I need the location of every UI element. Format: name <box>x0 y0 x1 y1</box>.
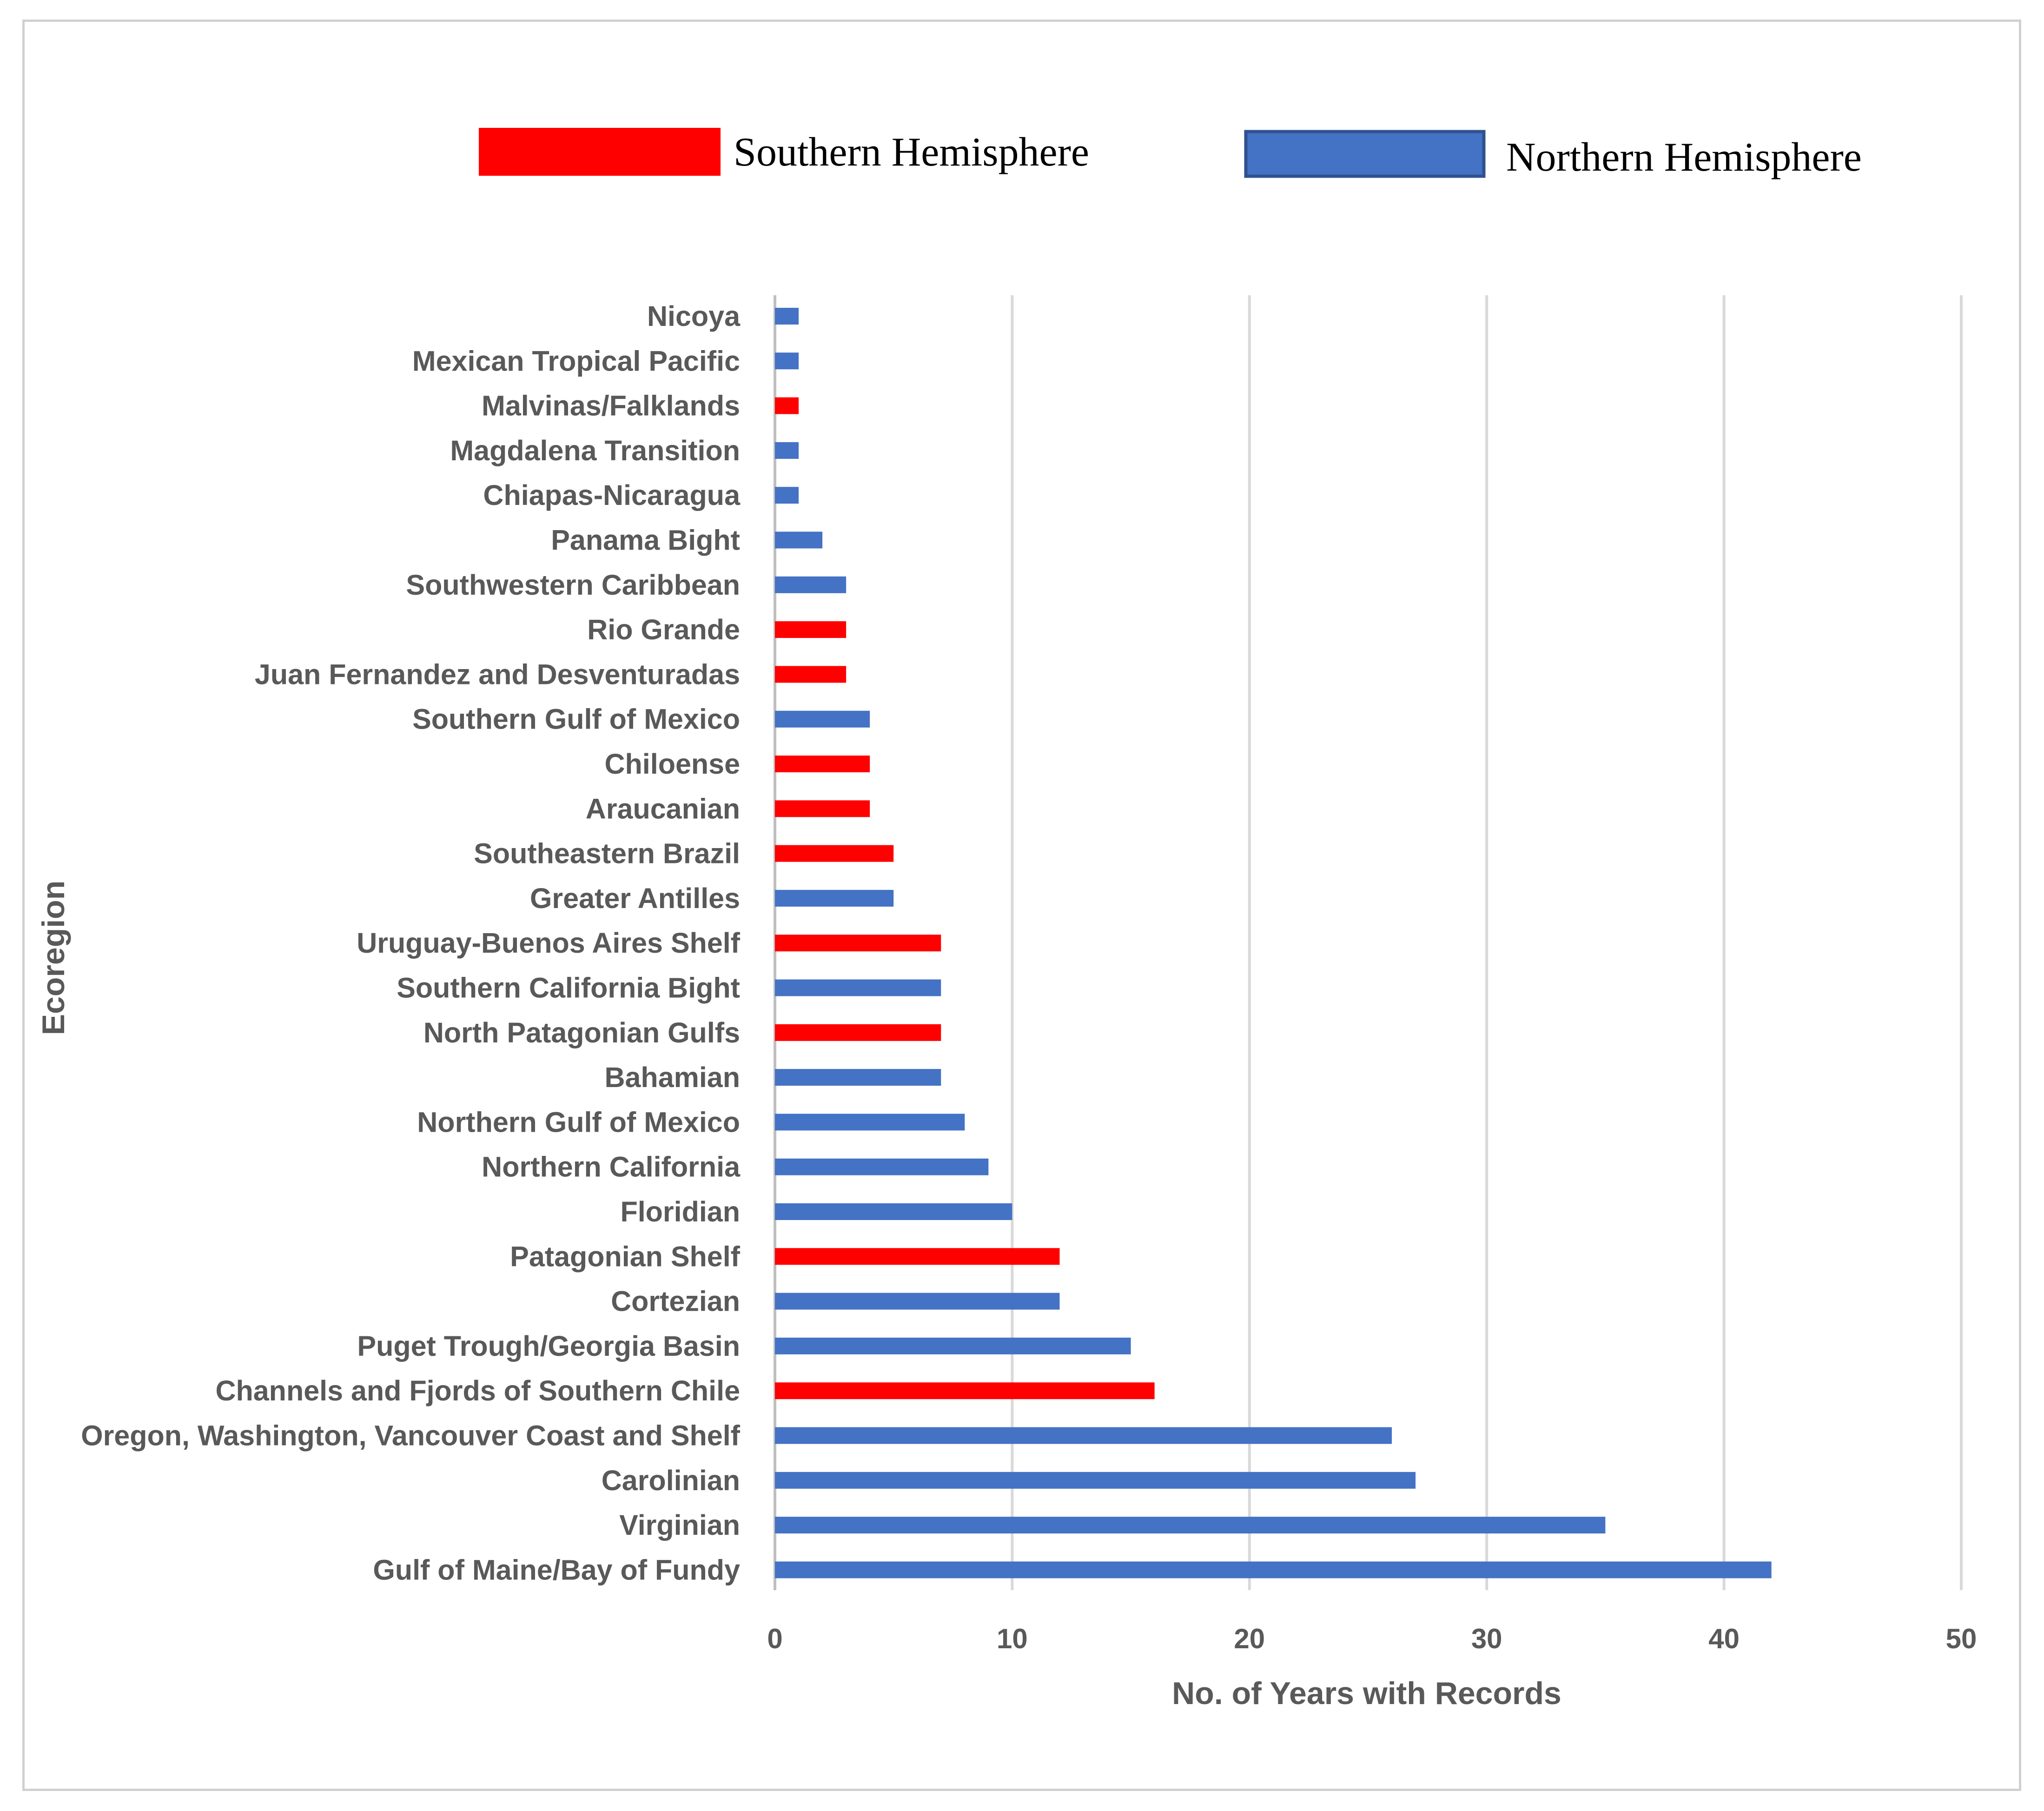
bar <box>775 800 870 817</box>
category-label: Gulf of Maine/Bay of Fundy <box>373 1554 740 1585</box>
category-label: Cortezian <box>611 1286 740 1317</box>
legend-label-northern: Northern Hemisphere <box>1506 135 1862 180</box>
bar <box>775 1203 1012 1220</box>
bar <box>775 487 799 504</box>
bar <box>775 1337 1131 1354</box>
category-label: Mexican Tropical Pacific <box>412 345 740 377</box>
bar <box>775 1069 941 1086</box>
x-tick-label: 50 <box>1946 1623 1977 1654</box>
category-label: Carolinian <box>602 1465 740 1496</box>
category-label: Rio Grande <box>587 614 740 645</box>
category-label: Oregon, Washington, Vancouver Coast and … <box>81 1420 741 1452</box>
bar <box>775 1382 1155 1400</box>
bar <box>775 756 870 772</box>
bar <box>775 352 799 370</box>
bar <box>775 1158 989 1175</box>
gridlines <box>774 295 1963 1590</box>
category-label: Juan Fernandez and Desventuradas <box>255 658 740 690</box>
category-label: Chiloense <box>604 748 740 780</box>
category-label: Channels and Fjords of Southern Chile <box>215 1375 740 1406</box>
category-label: Greater Antilles <box>530 882 740 914</box>
bar <box>775 397 799 414</box>
bar <box>775 1561 1772 1579</box>
category-label: Malvinas/Falklands <box>482 390 740 422</box>
bar <box>775 1024 941 1041</box>
bar <box>775 1517 1606 1534</box>
bar <box>775 1114 965 1131</box>
category-label: Uruguay-Buenos Aires Shelf <box>357 927 740 959</box>
category-label: Virginian <box>619 1509 740 1541</box>
bar <box>775 845 894 862</box>
category-label: Southwestern Caribbean <box>406 569 740 601</box>
bar <box>775 889 894 907</box>
category-label: Bahamian <box>604 1061 740 1093</box>
x-tick-label: 10 <box>997 1623 1028 1654</box>
category-label: Northern Gulf of Mexico <box>417 1106 740 1138</box>
category-label: Chiapas-Nicaragua <box>483 479 741 511</box>
category-label: Southeastern Brazil <box>474 838 740 869</box>
x-axis-title: No. of Years with Records <box>1172 1676 1561 1711</box>
x-tick-label: 40 <box>1708 1623 1740 1654</box>
bar <box>775 935 941 952</box>
bar <box>775 621 847 638</box>
legend-swatch-southern <box>479 128 721 176</box>
bar <box>775 979 941 996</box>
category-label: Floridian <box>620 1196 740 1227</box>
category-label: Northern California <box>482 1151 741 1183</box>
category-label: Panama Bight <box>551 524 740 556</box>
category-label: Nicoya <box>647 300 741 332</box>
bar <box>775 1293 1060 1310</box>
x-tick-label: 20 <box>1234 1623 1265 1654</box>
bars <box>775 308 1772 1579</box>
x-tick-label: 30 <box>1471 1623 1502 1654</box>
x-tick-labels: 0 10 20 30 40 50 <box>767 1623 1977 1654</box>
category-label: Magdalena Transition <box>450 435 740 466</box>
legend: Southern Hemisphere Northern Hemisphere <box>479 128 1862 180</box>
bar <box>775 1248 1060 1265</box>
category-label: Puget Trough/Georgia Basin <box>357 1330 740 1362</box>
bar <box>775 531 823 549</box>
category-label: North Patagonian Gulfs <box>423 1017 740 1048</box>
bar <box>775 1427 1392 1444</box>
y-axis-title: Ecoregion <box>36 881 71 1035</box>
bar <box>775 576 847 593</box>
bar <box>775 1472 1416 1489</box>
legend-swatch-northern <box>1244 130 1486 178</box>
x-tick-label: 0 <box>767 1623 782 1654</box>
category-labels: Nicoya Mexican Tropical Pacific Malvinas/F… <box>81 300 741 1585</box>
bar <box>775 710 870 728</box>
category-label: Patagonian Shelf <box>510 1241 741 1272</box>
bar <box>775 308 799 325</box>
bar <box>775 666 847 683</box>
category-label: Southern Gulf of Mexico <box>412 703 740 735</box>
category-label: Araucanian <box>586 793 740 824</box>
category-label: Southern California Bight <box>397 972 740 1004</box>
legend-label-southern: Southern Hemisphere <box>734 130 1089 175</box>
bar <box>775 442 799 459</box>
chart-frame <box>22 20 2021 1791</box>
